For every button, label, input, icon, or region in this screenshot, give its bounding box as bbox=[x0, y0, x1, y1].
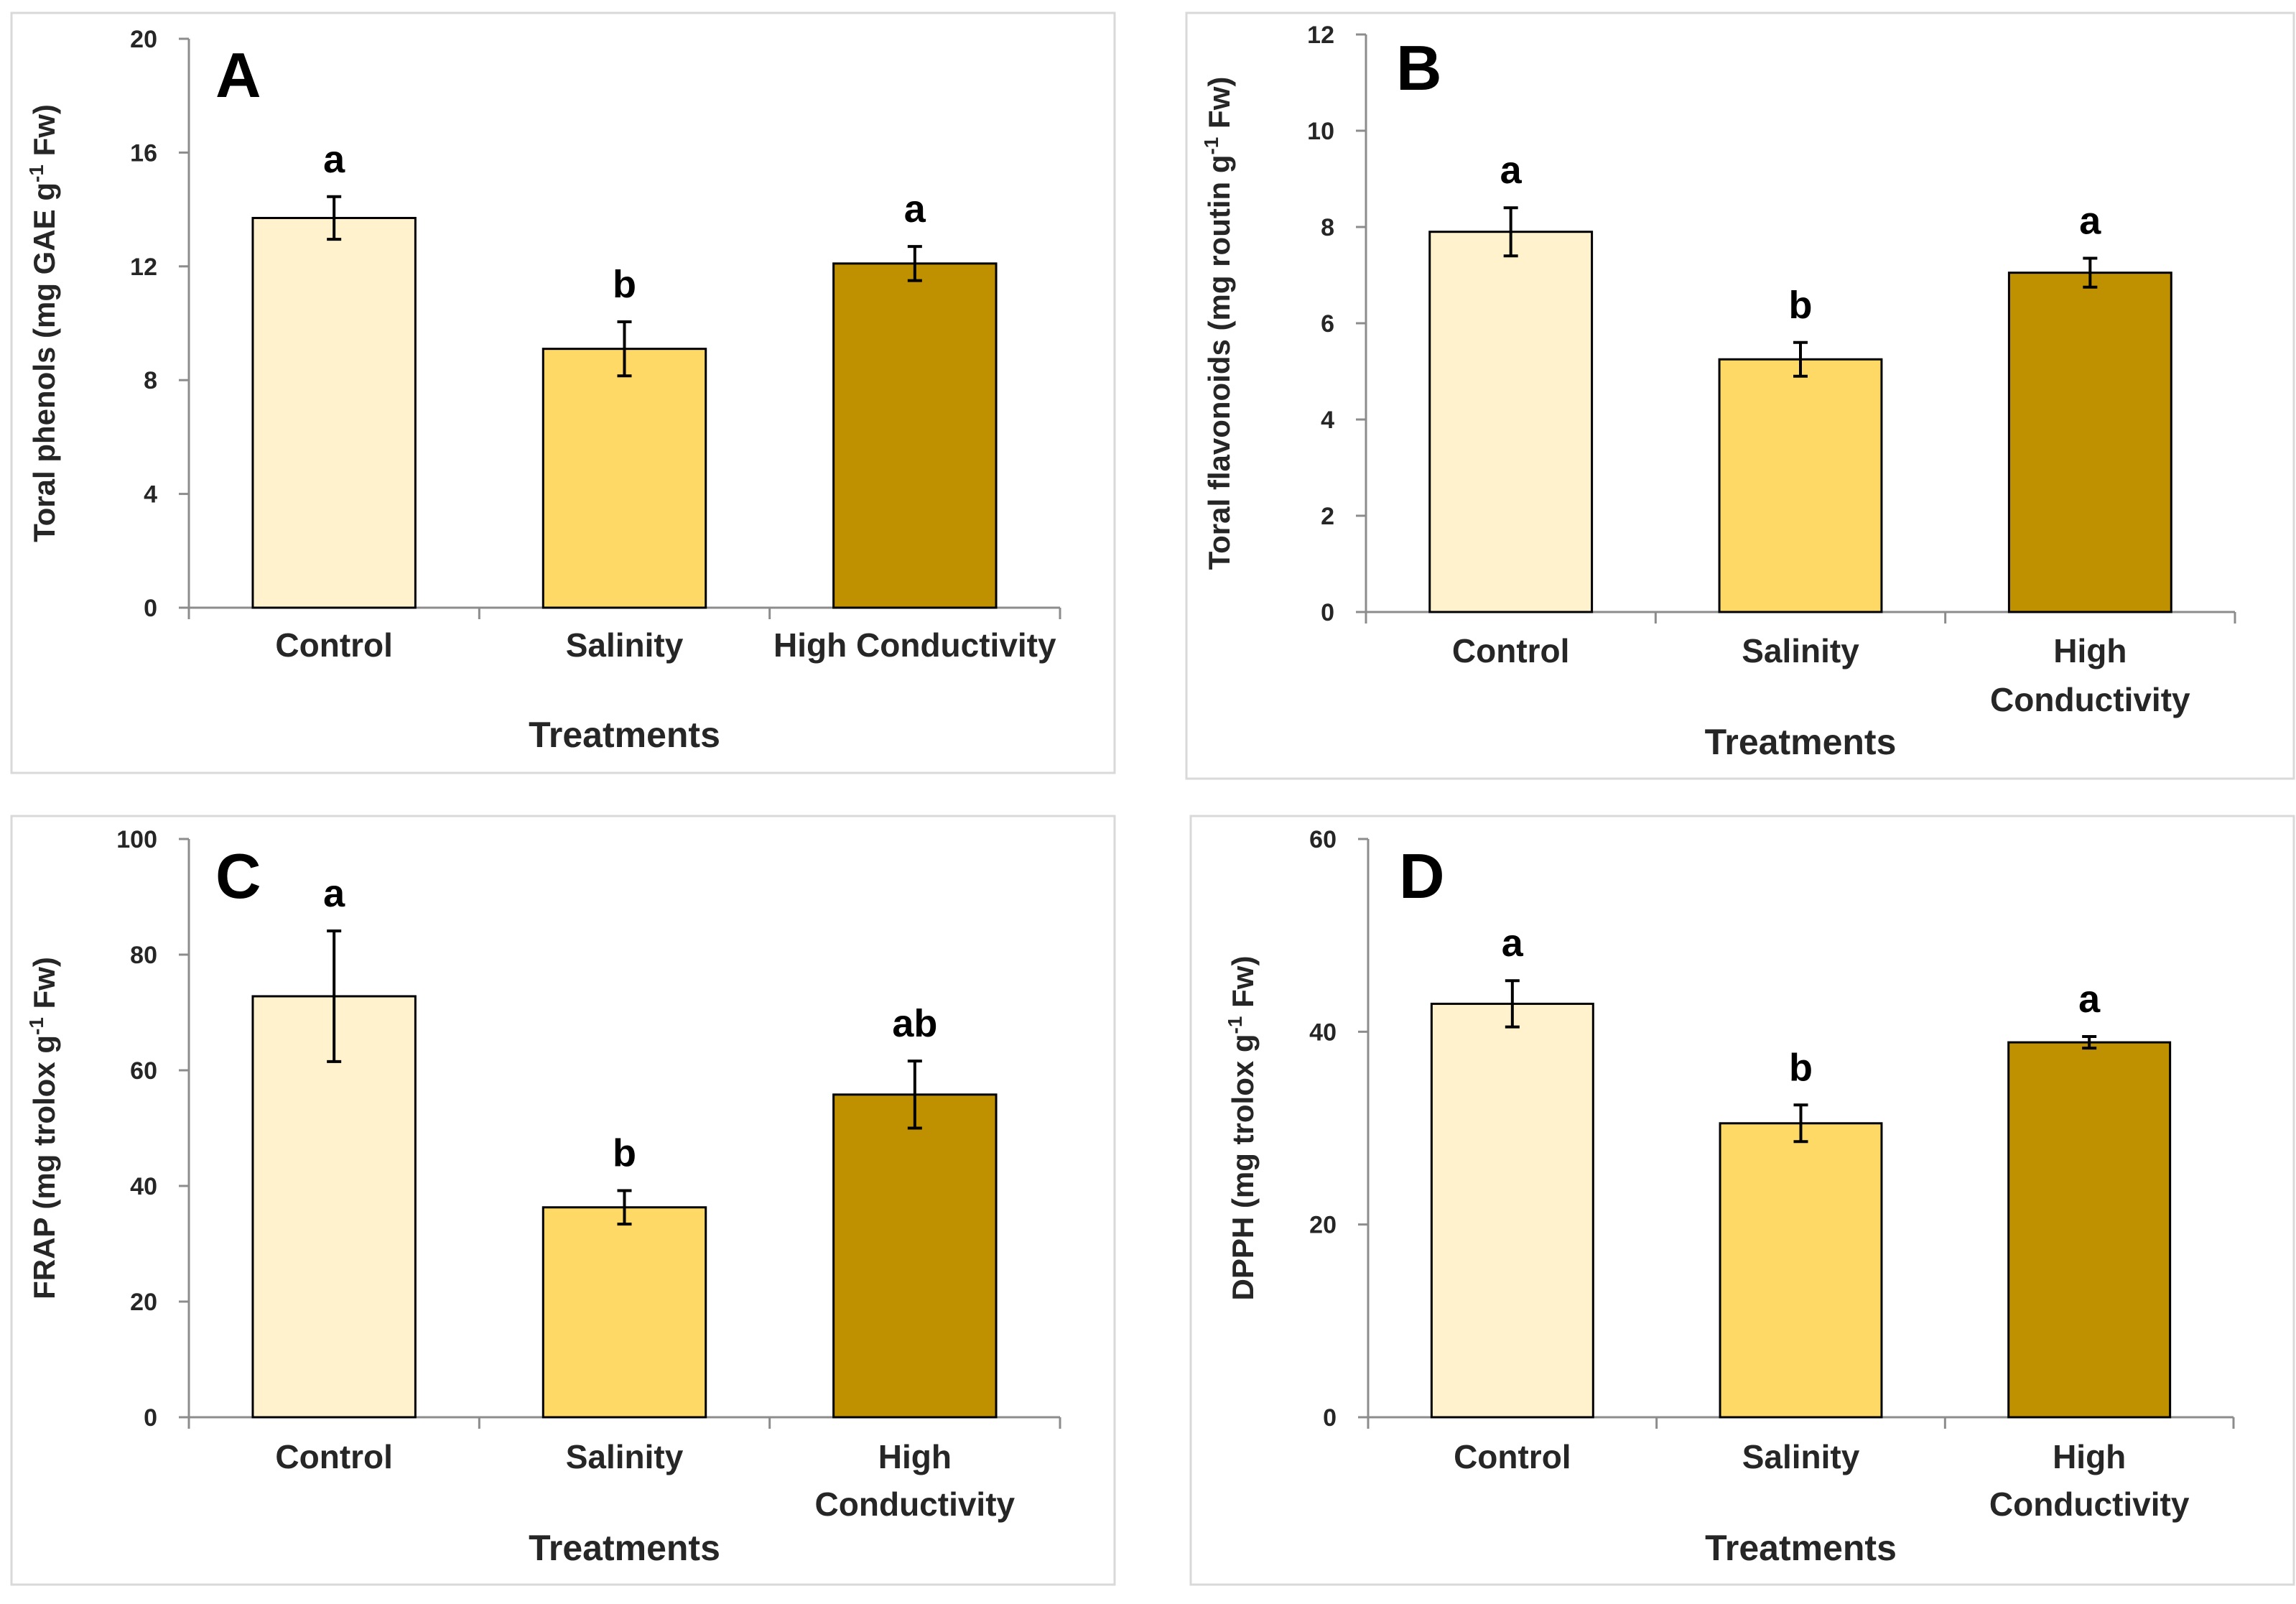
x-category-label: Salinity bbox=[1742, 632, 1859, 669]
significance-letter: a bbox=[1502, 922, 1524, 965]
x-category-label: High Conductivity bbox=[815, 1438, 1015, 1523]
significance-letter: a bbox=[1500, 149, 1523, 192]
significance-letter: a bbox=[323, 872, 345, 915]
bar-salinity bbox=[1719, 1122, 1883, 1419]
x-axis-title: Treatments bbox=[1705, 1528, 1897, 1568]
bar-control bbox=[1428, 231, 1594, 613]
bar-high-conductivity bbox=[2007, 1041, 2172, 1419]
significance-letter: b bbox=[1789, 1046, 1813, 1089]
bar-salinity bbox=[1718, 358, 1883, 613]
x-category-label: Salinity bbox=[1742, 1438, 1860, 1475]
y-tick-label: 0 bbox=[144, 1404, 157, 1432]
y-tick-label: 12 bbox=[130, 254, 157, 281]
significance-letter: a bbox=[904, 187, 926, 231]
x-category-label: Control bbox=[275, 1438, 393, 1475]
y-tick-label: 40 bbox=[130, 1173, 157, 1200]
error-bar bbox=[907, 245, 922, 282]
y-tick-label: 0 bbox=[1321, 599, 1334, 626]
significance-letter: b bbox=[613, 1131, 636, 1174]
y-tick-label: 4 bbox=[144, 481, 157, 509]
bar-salinity bbox=[542, 348, 707, 609]
bar-high-conductivity bbox=[832, 262, 998, 609]
significance-letter: a bbox=[2079, 200, 2101, 243]
y-tick-label: 80 bbox=[130, 942, 157, 969]
y-tick-label: 40 bbox=[1309, 1019, 1337, 1046]
error-bar bbox=[617, 1189, 632, 1226]
chart-panel-c: 0 20 40 60 80 100 a Control b Salinity ab High Condu… bbox=[10, 815, 1116, 1586]
error-bar bbox=[617, 320, 632, 378]
significance-letter: b bbox=[1789, 284, 1813, 327]
y-axis-title: DPPH (mg trolox g-1 Fw) bbox=[1224, 956, 1260, 1301]
y-tick-label: 16 bbox=[130, 139, 157, 167]
significance-letter: b bbox=[613, 263, 636, 306]
y-tick-label: 20 bbox=[130, 26, 157, 53]
x-category-label: High Conductivity bbox=[773, 626, 1056, 664]
error-bar bbox=[1503, 206, 1518, 258]
x-category-label: Control bbox=[1452, 632, 1570, 669]
significance-letter: ab bbox=[892, 1002, 937, 1045]
y-tick-label: 20 bbox=[130, 1289, 157, 1316]
panel-letter: A bbox=[215, 40, 261, 111]
panel-letter: B bbox=[1396, 32, 1442, 103]
significance-letter: a bbox=[2078, 978, 2101, 1021]
y-tick-label: 12 bbox=[1307, 22, 1334, 49]
y-tick-label: 0 bbox=[1323, 1404, 1337, 1432]
chart-panel-b: 0 2 4 6 8 10 12 a Control b Salinity a High Conductiv… bbox=[1185, 11, 2295, 780]
y-tick-label: 4 bbox=[1321, 407, 1334, 434]
y-tick-label: 6 bbox=[1321, 310, 1334, 338]
y-axis-title: FRAP (mg trolox g-1 Fw) bbox=[25, 957, 61, 1299]
panel-letter: D bbox=[1399, 840, 1445, 912]
y-tick-label: 100 bbox=[116, 826, 157, 853]
y-tick-label: 2 bbox=[1321, 503, 1334, 530]
x-category-label: High Conductivity bbox=[1989, 1438, 2190, 1523]
y-tick-label: 0 bbox=[144, 595, 157, 622]
x-category-label: Salinity bbox=[566, 626, 684, 664]
error-bar bbox=[907, 1060, 922, 1130]
y-axis-title: Toral flavonoids (mg routin g-1 Fw) bbox=[1200, 77, 1236, 570]
error-bar bbox=[2082, 1035, 2097, 1050]
x-axis-title: Treatments bbox=[1705, 722, 1897, 762]
bar-control bbox=[251, 216, 417, 609]
bar-control bbox=[1430, 1002, 1594, 1419]
x-category-label: Control bbox=[1454, 1438, 1571, 1475]
x-category-label: Salinity bbox=[566, 1438, 684, 1475]
error-bar bbox=[2083, 256, 2098, 289]
bar-salinity bbox=[542, 1206, 707, 1419]
error-bar bbox=[1505, 979, 1520, 1029]
error-bar bbox=[1793, 340, 1808, 378]
x-axis-title: Treatments bbox=[529, 715, 720, 755]
panel-letter: C bbox=[215, 840, 261, 912]
bar-control bbox=[251, 995, 417, 1419]
y-tick-label: 8 bbox=[144, 367, 157, 394]
y-tick-label: 60 bbox=[130, 1057, 157, 1085]
x-category-label: Control bbox=[275, 626, 393, 664]
y-tick-label: 10 bbox=[1307, 118, 1334, 145]
chart-panel-d: 0 20 40 60 a Control b Salinity a High Conductivit… bbox=[1189, 815, 2295, 1586]
chart-panel-a: 0 4 8 12 16 20 a Control b Salinity a High Conducti… bbox=[10, 11, 1116, 774]
y-tick-label: 60 bbox=[1309, 826, 1337, 853]
bar-high-conductivity bbox=[832, 1093, 998, 1419]
y-tick-label: 20 bbox=[1309, 1212, 1337, 1239]
y-tick-label: 8 bbox=[1321, 214, 1334, 241]
y-axis-title: Toral phenols (mg GAE g-1 Fw) bbox=[25, 104, 61, 542]
error-bar bbox=[327, 929, 342, 1063]
bar-high-conductivity bbox=[2007, 272, 2172, 613]
error-bar bbox=[1793, 1103, 1808, 1144]
x-category-label: High Conductivity bbox=[1990, 632, 2190, 718]
x-axis-title: Treatments bbox=[529, 1528, 720, 1568]
significance-letter: a bbox=[323, 138, 345, 181]
error-bar bbox=[327, 195, 342, 241]
